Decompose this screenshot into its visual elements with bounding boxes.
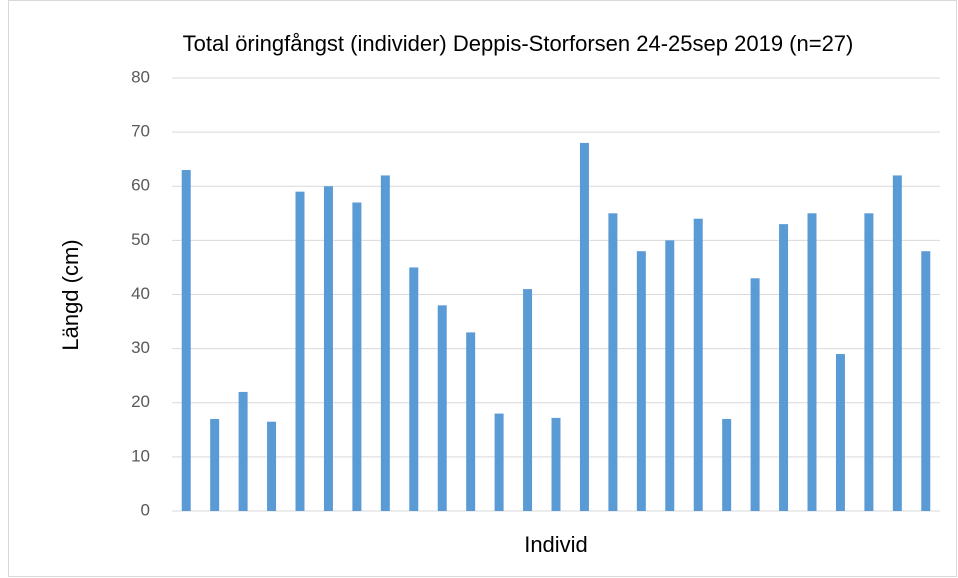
bar [551, 417, 561, 511]
y-tick-label: 30 [131, 338, 150, 357]
bar [892, 175, 902, 512]
y-tick-label: 50 [131, 230, 150, 249]
bar [636, 251, 646, 511]
bar [608, 213, 618, 511]
bar [238, 391, 248, 511]
y-tick-label: 80 [131, 67, 150, 86]
bar [352, 202, 362, 512]
bar [437, 305, 447, 511]
chart-title: Total öringfångst (individer) Deppis-Sto… [183, 31, 854, 56]
bar [295, 191, 305, 511]
y-axis-label: Längd (cm) [58, 239, 83, 350]
y-tick-label: 20 [131, 392, 150, 411]
bar [835, 354, 845, 511]
bar [693, 218, 703, 511]
bar [181, 170, 191, 511]
bar [323, 186, 333, 511]
bar [807, 213, 817, 511]
bar [579, 142, 589, 511]
bar [921, 251, 931, 511]
bar [494, 413, 504, 511]
bar [466, 332, 476, 511]
bar [210, 418, 220, 511]
y-tick-label: 60 [131, 176, 150, 195]
chart-border [8, 0, 957, 577]
bar [722, 418, 732, 511]
y-tick-label: 70 [131, 122, 150, 141]
bar [665, 240, 675, 511]
bar [267, 421, 277, 511]
bar [380, 175, 390, 512]
x-axis-label: Individ [524, 532, 588, 557]
bar [750, 278, 760, 511]
y-tick-label: 10 [131, 446, 150, 465]
bar [523, 289, 533, 511]
bar [779, 224, 789, 511]
y-tick-label: 0 [141, 500, 150, 519]
bar [409, 267, 419, 511]
bar [864, 213, 874, 511]
y-tick-label: 40 [131, 284, 150, 303]
